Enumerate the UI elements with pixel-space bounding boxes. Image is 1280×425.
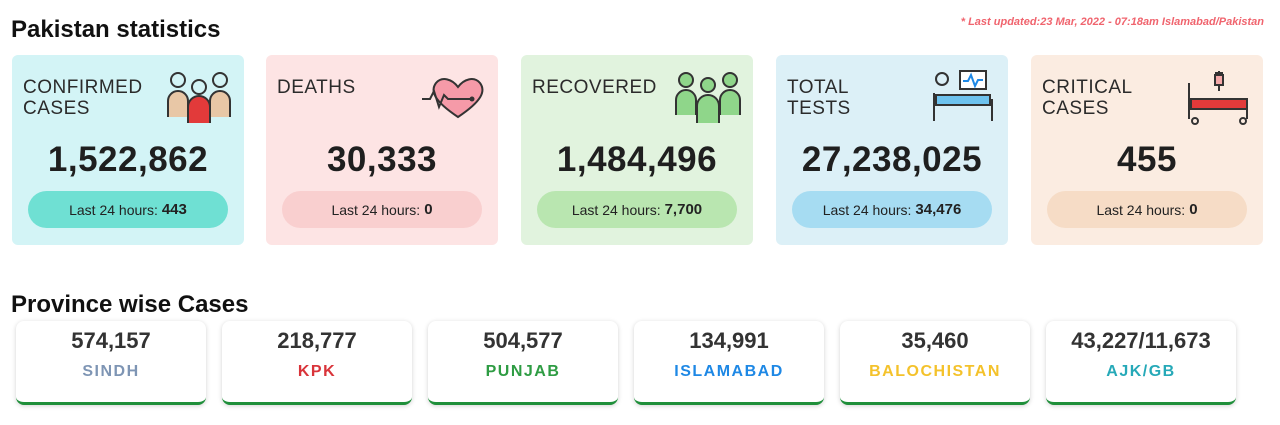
card-label: TOTAL TESTS (787, 77, 851, 119)
page-title: Pakistan statistics (11, 16, 221, 43)
province-name: KPK (297, 363, 337, 380)
recovered-value: 1,484,496 (556, 140, 718, 179)
province-name: ISLAMABAD (674, 363, 784, 380)
patient-bed-monitor-icon (933, 70, 993, 121)
last-24-hours-pill: Last 24 hours: 0 (282, 191, 482, 228)
confirmed-value: 1,522,862 (47, 140, 209, 179)
stats-cards: CONFIRMED CASES 1,522,862 Last 24 hours:… (12, 55, 1264, 245)
province-name: BALOCHISTAN (869, 363, 1001, 380)
last-24-value: 0 (424, 201, 433, 218)
last-24-label: Last 24 hours: (571, 201, 661, 218)
critical-cases-card: CRITICAL CASES 455 Last 24 hours: 0 (1031, 55, 1263, 245)
province-name: AJK/GB (1106, 363, 1176, 380)
last-24-hours-pill: Last 24 hours: 0 (1047, 191, 1247, 228)
last-24-label: Last 24 hours: (822, 201, 912, 218)
total-tests-card: TOTAL TESTS 27,238,025 Last 24 hours: 34… (776, 55, 1008, 245)
last-24-hours-pill: Last 24 hours: 34,476 (792, 191, 992, 228)
province-card-balochistan[interactable]: 35,460 BALOCHISTAN (840, 321, 1030, 405)
recovered-card: RECOVERED 1,484,496 Last 24 hours: 7,700 (521, 55, 753, 245)
group-of-people-icon (167, 72, 231, 123)
deaths-value: 30,333 (326, 140, 438, 179)
card-label: CRITICAL CASES (1042, 77, 1132, 119)
last-24-value: 443 (161, 201, 187, 218)
confirmed-cases-card: CONFIRMED CASES 1,522,862 Last 24 hours:… (12, 55, 244, 245)
last-24-value: 0 (1189, 201, 1198, 218)
province-card-kpk[interactable]: 218,777 KPK (222, 321, 412, 405)
province-card-islamabad[interactable]: 134,991 ISLAMABAD (634, 321, 824, 405)
last-24-hours-pill: Last 24 hours: 7,700 (537, 191, 737, 228)
last-24-label: Last 24 hours: (331, 201, 421, 218)
deaths-card: DEATHS 30,333 Last 24 hours: 0 (266, 55, 498, 245)
last-24-label: Last 24 hours: (69, 201, 158, 218)
last-24-hours-pill: Last 24 hours: 443 (28, 191, 228, 228)
province-value: 35,460 (901, 328, 969, 353)
card-label: RECOVERED (532, 77, 657, 98)
province-value: 134,991 (689, 328, 769, 353)
last-24-value: 34,476 (915, 201, 962, 218)
province-value: 218,777 (277, 328, 357, 353)
card-label: CONFIRMED CASES (23, 77, 143, 119)
province-section-title: Province wise Cases (11, 291, 249, 318)
province-card-sindh[interactable]: 574,157 SINDH (16, 321, 206, 405)
province-card-ajk-gb[interactable]: 43,227/11,673 AJK/GB (1046, 321, 1236, 405)
total-tests-value: 27,238,025 (801, 140, 983, 179)
province-name: PUNJAB (485, 363, 561, 380)
card-label: DEATHS (277, 77, 356, 98)
province-value: 43,227/11,673 (1071, 328, 1211, 353)
last-updated-text: * Last updated:23 Mar, 2022 - 07:18am Is… (960, 16, 1264, 28)
province-value: 504,577 (483, 328, 563, 353)
hospital-bed-iv-icon (1188, 71, 1248, 125)
heartbeat-icon (422, 78, 484, 119)
province-name: SINDH (82, 363, 140, 380)
province-cards: 574,157 SINDH 218,777 KPK 504,577 PUNJAB… (16, 321, 1236, 405)
recovered-people-icon (675, 72, 741, 123)
last-24-value: 7,700 (664, 201, 703, 218)
critical-value: 455 (1117, 140, 1177, 179)
province-card-punjab[interactable]: 504,577 PUNJAB (428, 321, 618, 405)
province-value: 574,157 (71, 328, 151, 353)
last-24-label: Last 24 hours: (1096, 201, 1186, 218)
